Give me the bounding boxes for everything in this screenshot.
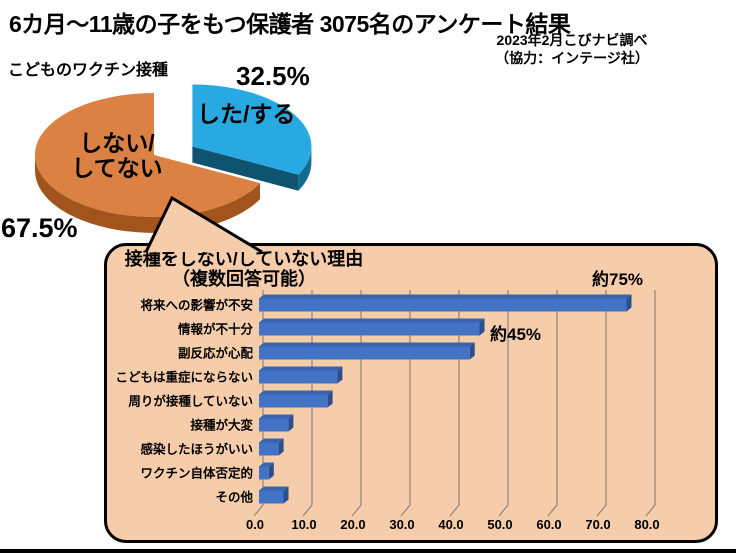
bar-top-face [259, 342, 475, 347]
bar-end-face [288, 414, 294, 432]
bar-chart: 0.0 10.0 20.0 30.0 40.0 50.0 60.0 70.0 80.0 将来への影… [115, 290, 660, 532]
bar [259, 418, 289, 432]
bar-category-label: 周りが接種していない [128, 394, 253, 409]
bar-category-label: 情報が不十分 [178, 322, 254, 337]
bar [259, 346, 470, 360]
source-line-2: （協力：インテージ社） [495, 49, 649, 66]
source-note: 2023年2月こびナビ調べ （協力：インテージ社） [447, 32, 697, 67]
bottom-rule [0, 549, 736, 553]
bar-top-face [259, 462, 274, 467]
bar-end-face [327, 390, 333, 408]
callout-title: 接種をしない/していない理由 （複数回答可能） [124, 249, 364, 289]
grid-line [645, 290, 656, 517]
pie-slice-cut-face-shade [192, 146, 299, 191]
callout-title-line1: 接種をしない/していない理由 [124, 249, 364, 269]
x-tick-label: 30.0 [389, 517, 414, 532]
bar-end-face [337, 366, 343, 384]
bar-top-face [259, 294, 632, 299]
bar-category-label: ワクチン自体否定的 [140, 466, 253, 481]
bar-end-face [479, 318, 485, 336]
bar-category-label: こどもは重症にならない [115, 370, 253, 385]
grid-line [253, 290, 264, 517]
callout-tail-fill [146, 198, 262, 252]
grid-line [596, 290, 607, 517]
grid-line [547, 290, 558, 517]
pie-slice-cut-face [192, 146, 299, 191]
callout-box: 接種をしない/していない理由 （複数回答可能） 約75% 約45% 0.0 10.… [104, 243, 718, 543]
source-line-1: 2023年2月こびナビ調べ [496, 32, 648, 48]
bar [259, 370, 338, 384]
bar-annotation-45: 約45% [490, 325, 542, 344]
pie-slice-label-did: した/する [197, 101, 296, 127]
bar [259, 442, 279, 456]
bar-category-label: 副反応が心配 [178, 346, 254, 361]
bar-category-label: 接種が大変 [190, 418, 253, 433]
bar-top-face [259, 438, 284, 443]
x-tick-label: 0.0 [246, 517, 264, 532]
bar [259, 322, 480, 336]
page-title: 6カ月～11歳の子をもつ保護者 3075名のアンケート結果 [9, 11, 571, 37]
pie-slice-side [298, 146, 312, 191]
x-tick-label: 60.0 [536, 517, 561, 532]
bar-end-face [626, 294, 632, 312]
pie-slice-top [192, 84, 312, 175]
pie-slice-top [34, 92, 261, 217]
bar-category-label: 将来への影響が不安 [140, 298, 253, 313]
grid-line [449, 290, 460, 517]
x-tick-label: 20.0 [340, 517, 365, 532]
x-tick-label: 70.0 [585, 517, 610, 532]
bar-end-face [278, 438, 284, 456]
bar-top-face [259, 318, 485, 323]
x-tick-label: 40.0 [438, 517, 463, 532]
bar-category-label: その他 [215, 490, 253, 505]
x-tick-label: 50.0 [487, 517, 512, 532]
bar-top-face [259, 486, 289, 491]
bar [259, 298, 627, 312]
callout-tail [144, 195, 263, 254]
pie-percent-didnt: 67.5% [1, 213, 78, 243]
callout-tail-outline [144, 195, 263, 254]
bar-annotation-75: 約75% [592, 270, 644, 289]
pie-slice-label-didnt-line1: しない/ [79, 130, 155, 156]
x-tick-label: 10.0 [291, 517, 316, 532]
grid-line [400, 290, 411, 517]
bar [259, 490, 284, 504]
grid-line [498, 290, 509, 517]
bar-end-face [283, 486, 289, 504]
pie-slice-label-didnt: しない/ してない [54, 131, 180, 181]
x-tick-label: 80.0 [634, 517, 659, 532]
grid-line [302, 290, 313, 517]
bar-category-label: 感染したほうがいい [140, 442, 253, 457]
bar-top-face [259, 366, 343, 371]
callout-title-line2: （複数回答可能） [172, 269, 316, 290]
bar-top-face [259, 390, 333, 395]
pie-percent-did: 32.5% [236, 61, 310, 91]
bar [259, 394, 328, 408]
pie-section-label: こどものワクチン接種 [8, 62, 169, 79]
bar-end-face [469, 342, 475, 360]
pie-slice-side [35, 155, 260, 233]
grid-line [351, 290, 362, 517]
bar-top-face [259, 414, 294, 419]
bar-end-face [268, 462, 274, 480]
pie-slice-label-didnt-line2: してない [71, 154, 163, 181]
bar [259, 466, 269, 480]
